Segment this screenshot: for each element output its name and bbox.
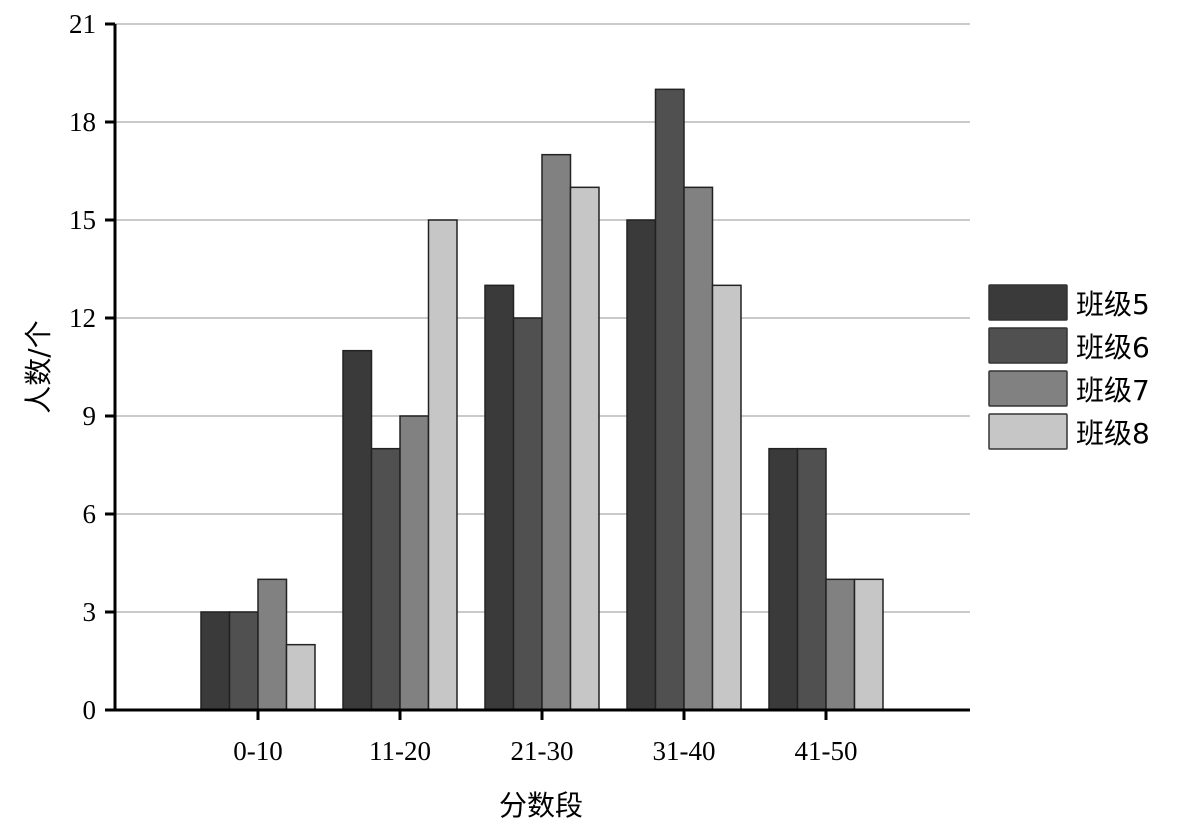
bar-班级7-0-10 xyxy=(257,578,288,711)
bar-班级5-0-10 xyxy=(200,611,231,711)
y-tick-label: 21 xyxy=(69,9,96,39)
bar-班级7-11-20 xyxy=(399,415,430,711)
bar-班级8-21-30 xyxy=(569,186,600,711)
x-axis-title: 分数段 xyxy=(499,789,583,822)
bar-班级6-41-50 xyxy=(796,447,827,711)
x-tick-label: 21-30 xyxy=(511,736,574,766)
x-tick-label: 41-50 xyxy=(795,736,858,766)
bar-班级5-31-40 xyxy=(626,219,657,711)
bar-班级6-21-30 xyxy=(512,317,543,711)
bars xyxy=(200,88,884,711)
bar-班级7-31-40 xyxy=(683,186,714,711)
bar-班级8-11-20 xyxy=(427,219,458,711)
bar-班级5-41-50 xyxy=(768,447,799,711)
y-axis-title: 人数/个 xyxy=(22,320,55,413)
legend: 班级5 班级6 班级7 班级8 xyxy=(988,284,1150,450)
bar-班级6-0-10 xyxy=(228,611,259,711)
y-tick-label: 6 xyxy=(83,499,97,529)
y-tick-label: 9 xyxy=(83,401,97,431)
y-tick-label: 12 xyxy=(69,303,96,333)
bar-班级5-11-20 xyxy=(342,349,373,711)
y-tick-label: 3 xyxy=(83,597,97,627)
bar-班级6-11-20 xyxy=(370,447,401,711)
legend-label: 班级5 xyxy=(1076,288,1150,321)
y-tick-label: 18 xyxy=(69,107,96,137)
legend-swatch-班级6 xyxy=(988,327,1068,364)
x-tick-label: 0-10 xyxy=(233,736,283,766)
legend-swatch-班级7 xyxy=(988,370,1068,407)
legend-label: 班级6 xyxy=(1076,331,1150,364)
y-tick-label: 0 xyxy=(83,695,97,725)
legend-label: 班级8 xyxy=(1076,417,1150,450)
axes xyxy=(105,22,970,720)
x-tick-label: 11-20 xyxy=(369,736,431,766)
legend-swatch-班级5 xyxy=(988,284,1068,321)
bar-班级8-41-50 xyxy=(853,578,884,711)
bar-班级7-41-50 xyxy=(825,578,856,711)
legend-swatch-班级8 xyxy=(988,413,1068,450)
tick-labels: 0 3 6 9 12 15 18 21 0-10 11-20 21-30 31-40 41-50 xyxy=(69,9,858,766)
bar-班级7-21-30 xyxy=(541,153,572,711)
x-tick-label: 31-40 xyxy=(653,736,716,766)
y-tick-label: 15 xyxy=(69,205,96,235)
legend-label: 班级7 xyxy=(1076,374,1150,407)
bar-班级8-0-10 xyxy=(285,643,316,711)
bar-班级6-31-40 xyxy=(654,88,685,711)
bar-班级5-21-30 xyxy=(484,284,515,711)
bar-班级8-31-40 xyxy=(711,284,742,711)
